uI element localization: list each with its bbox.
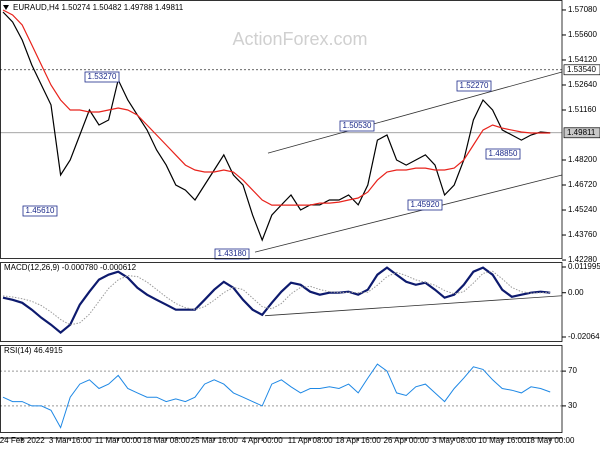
trendline bbox=[265, 295, 563, 317]
annotation-box bbox=[339, 120, 375, 132]
series-line bbox=[2, 266, 551, 335]
x-tick-label: 24 Feb 2022 bbox=[0, 436, 45, 445]
annotation-box bbox=[22, 205, 58, 217]
panel-frame bbox=[0, 0, 563, 259]
x-tick-label: 4 Apr 00:00 bbox=[242, 436, 283, 445]
price-label: 1.49811 bbox=[567, 128, 596, 137]
annotation-box bbox=[84, 71, 120, 83]
panel-title: MACD(12,26,9) -0.000780 -0.000612 bbox=[4, 263, 137, 272]
annotation: 1.45610 bbox=[26, 206, 55, 215]
y-tick-label: -0.020649 bbox=[568, 332, 600, 341]
y-tick-label: 0.011995 bbox=[568, 262, 600, 271]
series-line bbox=[2, 270, 551, 326]
price-label-box bbox=[563, 127, 600, 139]
series-line bbox=[2, 9, 551, 206]
y-tick-label: 1.51160 bbox=[568, 105, 597, 114]
y-tick-label: 1.42280 bbox=[568, 255, 597, 264]
price-label-box bbox=[563, 64, 600, 76]
symbol-marker bbox=[3, 5, 9, 10]
price-label: 1.53540 bbox=[567, 65, 596, 74]
y-tick-label: 1.48200 bbox=[568, 155, 597, 164]
x-tick-label: 3 Mar 16:00 bbox=[49, 436, 92, 445]
y-tick-label: 70 bbox=[568, 366, 577, 375]
trendline bbox=[254, 174, 563, 253]
x-tick-label: 11 Apr 08:00 bbox=[288, 436, 333, 445]
y-tick-label: 1.52640 bbox=[568, 80, 597, 89]
y-tick-label: 30 bbox=[568, 401, 577, 410]
series-line bbox=[2, 11, 551, 242]
y-tick-label: 1.45240 bbox=[568, 205, 597, 214]
y-tick-label: 1.55600 bbox=[568, 30, 597, 39]
x-tick-label: 11 Mar 00:00 bbox=[95, 436, 142, 445]
x-tick-label: 26 Apr 00:00 bbox=[384, 436, 430, 445]
y-tick-label: 1.46720 bbox=[568, 180, 597, 189]
series-line bbox=[2, 363, 551, 429]
annotation: 1.45920 bbox=[411, 200, 440, 209]
annotation: 1.53270 bbox=[88, 72, 117, 81]
annotation-box bbox=[214, 248, 250, 260]
panel-title: RSI(14) 46.4915 bbox=[4, 346, 63, 355]
x-tick-label: 18 Mar 08:00 bbox=[143, 436, 191, 445]
x-tick-label: 25 Mar 16:00 bbox=[191, 436, 239, 445]
x-tick-label: 3 May 08:00 bbox=[432, 436, 477, 445]
annotation-box bbox=[456, 80, 492, 92]
chart-title: EURAUD,H4 1.50274 1.50482 1.49788 1.4981… bbox=[13, 3, 184, 12]
annotation: 1.50530 bbox=[343, 121, 372, 130]
trendline bbox=[267, 71, 563, 154]
x-tick-label: 18 May 00:00 bbox=[526, 436, 575, 445]
y-tick-label: 0.00 bbox=[568, 288, 584, 297]
annotation-box bbox=[485, 148, 521, 160]
y-tick-label: 1.57080 bbox=[568, 5, 597, 14]
y-tick-label: 1.54120 bbox=[568, 55, 597, 64]
panel-frame bbox=[0, 262, 563, 342]
y-tick-label: 1.43760 bbox=[568, 230, 597, 239]
panel-frame bbox=[0, 345, 563, 433]
x-tick-label: 18 Apr 16:00 bbox=[336, 436, 382, 445]
annotation: 1.43180 bbox=[218, 249, 247, 258]
annotation-box bbox=[407, 199, 443, 211]
watermark: ActionForex.com bbox=[232, 29, 367, 49]
annotation: 1.48850 bbox=[489, 149, 518, 158]
x-tick-label: 10 May 16:00 bbox=[478, 436, 527, 445]
annotation: 1.52270 bbox=[460, 81, 489, 90]
